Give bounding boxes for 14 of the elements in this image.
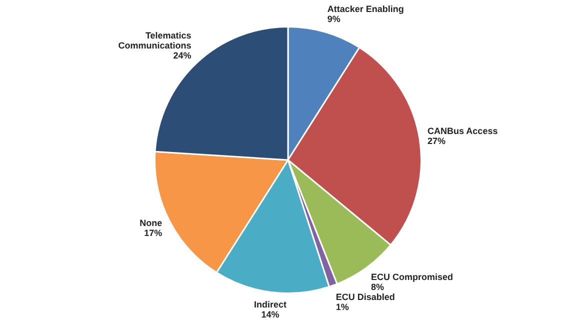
data-label: 8%	[371, 282, 384, 292]
data-label: 14%	[261, 310, 280, 320]
slice-label: Indirect	[254, 300, 287, 310]
slice-label: CANBus Access	[428, 126, 498, 136]
slice-label: Attacker Enabling	[327, 4, 404, 14]
slice-label: ECU Compromised	[371, 272, 454, 282]
data-label: 9%	[327, 14, 340, 24]
data-label: 27%	[428, 136, 446, 146]
slice-label: None	[140, 218, 162, 228]
slice-label: Telematics Communications	[118, 30, 192, 51]
data-label: 24%	[173, 50, 192, 61]
slice-label: ECU Disabled	[336, 292, 395, 302]
data-label: 1%	[336, 302, 349, 312]
data-label: 17%	[144, 228, 162, 238]
